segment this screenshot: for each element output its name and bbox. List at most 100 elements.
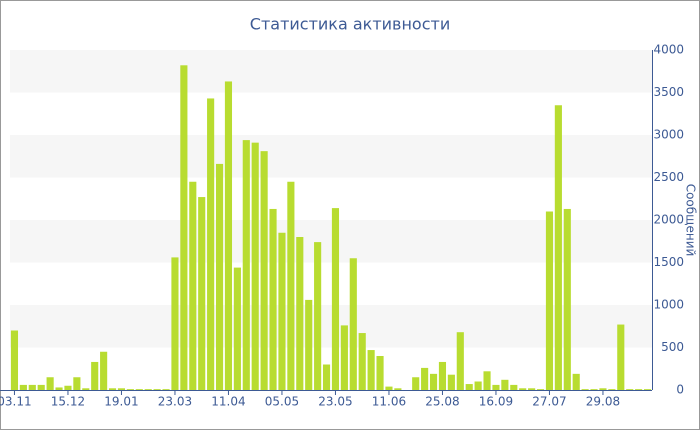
bar	[465, 384, 473, 390]
bar	[233, 267, 241, 390]
bar	[635, 389, 643, 390]
bar	[242, 140, 250, 390]
bar	[412, 377, 420, 390]
bar	[322, 364, 331, 390]
y-tick-label: 3500	[653, 85, 684, 99]
bar	[73, 377, 81, 390]
bar	[108, 388, 117, 390]
bar	[296, 237, 304, 390]
x-tick-label: 23.05	[318, 395, 352, 409]
bar	[269, 208, 277, 390]
x-tick-label: 16.09	[479, 395, 513, 409]
bar	[19, 384, 27, 390]
x-tick-label: 03.11	[0, 395, 32, 409]
bar	[617, 324, 625, 390]
bar	[438, 361, 447, 390]
bar	[340, 325, 348, 390]
bar	[643, 389, 652, 390]
x-tick-label: 27.07	[532, 395, 566, 409]
bar	[144, 389, 152, 390]
bar	[135, 389, 143, 390]
bar	[331, 208, 340, 390]
bar	[483, 371, 491, 390]
bar	[385, 386, 393, 390]
bar	[608, 389, 616, 390]
bar	[10, 330, 19, 390]
bar	[519, 388, 527, 390]
bar	[189, 181, 197, 390]
bar	[572, 373, 580, 390]
bar	[394, 388, 402, 390]
bar	[278, 232, 286, 390]
bar	[563, 208, 571, 390]
bar	[314, 242, 322, 390]
bar	[180, 65, 188, 391]
bar	[37, 384, 45, 390]
grid-band	[10, 135, 652, 178]
grid-band	[10, 50, 652, 93]
chart-title: Статистика активности	[250, 15, 450, 34]
x-tick-label: 23.03	[158, 395, 192, 409]
bar	[367, 350, 375, 390]
x-tick-label: 19.01	[104, 395, 138, 409]
x-tick-label: 05.05	[265, 395, 299, 409]
y-tick-label: 4000	[653, 43, 684, 57]
bar	[376, 356, 384, 390]
bar	[251, 142, 259, 390]
bar	[545, 211, 554, 390]
bar	[91, 361, 99, 390]
x-tick-label: 25.08	[425, 395, 459, 409]
x-tick-label: 11.04	[211, 395, 245, 409]
bar	[501, 379, 509, 390]
y-tick-label: 1000	[653, 298, 684, 312]
bar	[171, 257, 179, 390]
bar	[117, 388, 126, 390]
y-tick-label: 0	[676, 383, 684, 397]
bar	[100, 351, 108, 390]
x-tick-label: 15.12	[51, 395, 85, 409]
x-tick-label: 11.06	[372, 395, 406, 409]
x-tick-label: 29.08	[586, 395, 620, 409]
bar	[46, 377, 54, 390]
bar	[510, 384, 518, 390]
bar	[305, 299, 313, 390]
bar	[474, 381, 482, 390]
y-tick-label: 1500	[653, 255, 684, 269]
y-tick-label: 3000	[653, 128, 684, 142]
bar	[349, 258, 357, 390]
bar	[260, 151, 268, 390]
bar	[528, 388, 536, 390]
bar	[421, 367, 429, 390]
bar	[64, 385, 72, 390]
grid-band	[10, 305, 652, 348]
bar	[581, 389, 589, 390]
y-tick-label: 2000	[653, 213, 684, 227]
bar	[126, 389, 134, 390]
bar	[162, 389, 170, 390]
bar	[358, 333, 366, 390]
bar	[224, 81, 233, 390]
bar	[447, 374, 455, 390]
y-tick-label: 500	[661, 340, 684, 354]
grid-band	[10, 220, 652, 263]
bar	[429, 373, 438, 390]
bar	[626, 389, 634, 390]
bar	[198, 197, 206, 390]
bar	[153, 389, 161, 390]
bar	[536, 389, 545, 390]
bar	[28, 384, 36, 390]
y-tick-label: 2500	[653, 170, 684, 184]
y-axis-title: Сообщений	[684, 184, 698, 257]
bar	[590, 389, 598, 390]
bar	[287, 181, 295, 390]
bar	[215, 163, 224, 390]
bar	[456, 332, 464, 390]
bar	[492, 384, 500, 390]
bar	[207, 98, 215, 390]
bar	[554, 105, 562, 390]
bar	[82, 388, 90, 390]
bar	[55, 387, 63, 390]
bar	[599, 388, 607, 390]
